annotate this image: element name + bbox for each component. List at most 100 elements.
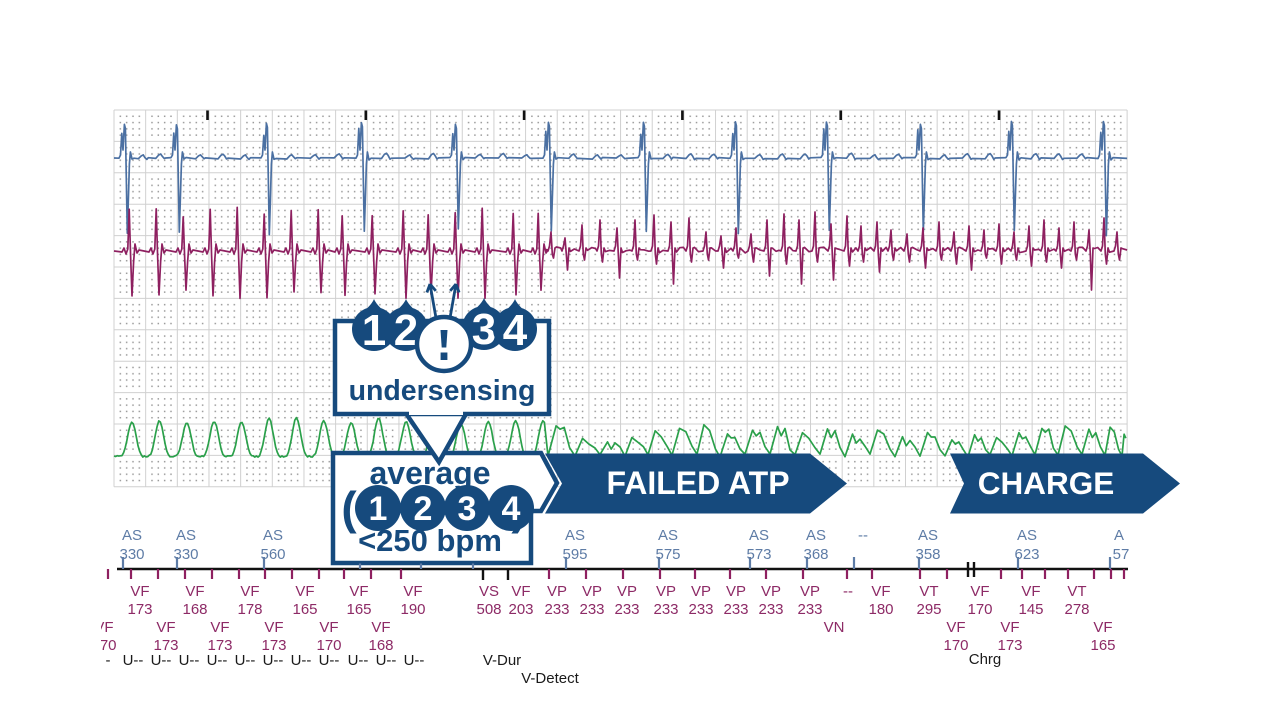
svg-text:173: 173 [153, 637, 178, 654]
svg-text:1: 1 [362, 306, 386, 355]
svg-text:U--: U-- [348, 652, 369, 669]
svg-text:170: 170 [967, 601, 992, 618]
svg-text:AS: AS [122, 527, 142, 544]
svg-text:VF: VF [946, 619, 965, 636]
svg-text:VF: VF [1093, 619, 1112, 636]
svg-text:VF: VF [264, 619, 283, 636]
svg-text:358: 358 [915, 546, 940, 563]
svg-text:3: 3 [458, 490, 477, 528]
svg-text:(: ( [341, 482, 357, 534]
svg-text:173: 173 [127, 601, 152, 618]
svg-text:560: 560 [260, 546, 285, 563]
svg-text:573: 573 [746, 546, 771, 563]
svg-text:295: 295 [916, 601, 941, 618]
svg-text:VF: VF [1021, 583, 1040, 600]
svg-text:173: 173 [261, 637, 286, 654]
svg-text:190: 190 [400, 601, 425, 618]
svg-text:V-Detect: V-Detect [521, 670, 579, 687]
svg-text:VS: VS [479, 583, 499, 600]
svg-text:4: 4 [503, 306, 528, 355]
svg-text:595: 595 [562, 546, 587, 563]
svg-text:180: 180 [868, 601, 893, 618]
svg-text:57: 57 [1113, 546, 1130, 563]
svg-text:-: - [106, 652, 111, 669]
svg-text:AS: AS [1017, 527, 1037, 544]
svg-text:Chrg: Chrg [969, 651, 1002, 668]
svg-text:VF: VF [240, 583, 259, 600]
svg-text:4: 4 [502, 490, 521, 528]
svg-text:undersensing: undersensing [349, 375, 536, 407]
svg-text:average: average [370, 455, 491, 491]
svg-text:233: 233 [688, 601, 713, 618]
svg-text:U--: U-- [151, 652, 172, 669]
svg-text:233: 233 [579, 601, 604, 618]
svg-text:2: 2 [414, 490, 433, 528]
svg-text:165: 165 [346, 601, 371, 618]
svg-text:VF: VF [371, 619, 390, 636]
svg-text:233: 233 [544, 601, 569, 618]
svg-text:U--: U-- [207, 652, 228, 669]
svg-text:U--: U-- [291, 652, 312, 669]
svg-text:233: 233 [723, 601, 748, 618]
svg-text:AS: AS [263, 527, 283, 544]
svg-text:VF: VF [511, 583, 530, 600]
svg-text:VT: VT [1067, 583, 1086, 600]
svg-text:VF: VF [156, 619, 175, 636]
svg-text:368: 368 [803, 546, 828, 563]
svg-text:U--: U-- [123, 652, 144, 669]
svg-text:VP: VP [547, 583, 567, 600]
svg-text:330: 330 [173, 546, 198, 563]
svg-text:AS: AS [658, 527, 678, 544]
svg-text:VP: VP [582, 583, 602, 600]
svg-text:203: 203 [508, 601, 533, 618]
svg-text:168: 168 [182, 601, 207, 618]
svg-text:233: 233 [758, 601, 783, 618]
svg-text:VF: VF [319, 619, 338, 636]
svg-text:233: 233 [797, 601, 822, 618]
svg-text:2: 2 [394, 306, 418, 355]
svg-text:278: 278 [1064, 601, 1089, 618]
svg-text:VP: VP [656, 583, 676, 600]
svg-text:178: 178 [237, 601, 262, 618]
svg-text:VP: VP [691, 583, 711, 600]
svg-text:VP: VP [726, 583, 746, 600]
svg-text:VF: VF [349, 583, 368, 600]
svg-text:170: 170 [943, 637, 968, 654]
svg-text:173: 173 [997, 637, 1022, 654]
svg-text:--: -- [843, 583, 853, 600]
svg-text:AS: AS [806, 527, 826, 544]
svg-text:VT: VT [919, 583, 938, 600]
svg-text:AS: AS [749, 527, 769, 544]
svg-text:U--: U-- [263, 652, 284, 669]
svg-text:VN: VN [824, 619, 845, 636]
svg-text:--: -- [858, 527, 868, 544]
svg-text:VF: VF [970, 583, 989, 600]
svg-text:VF: VF [130, 583, 149, 600]
svg-text:VP: VP [617, 583, 637, 600]
svg-text:U--: U-- [235, 652, 256, 669]
svg-text:AS: AS [918, 527, 938, 544]
svg-text:VF: VF [210, 619, 229, 636]
svg-text:VF: VF [871, 583, 890, 600]
svg-text:VF: VF [1000, 619, 1019, 636]
svg-text:U--: U-- [404, 652, 425, 669]
svg-text:CHARGE: CHARGE [978, 465, 1115, 501]
svg-text:330: 330 [119, 546, 144, 563]
svg-text:173: 173 [207, 637, 232, 654]
svg-text:U--: U-- [376, 652, 397, 669]
svg-text:AS: AS [176, 527, 196, 544]
svg-text:U--: U-- [179, 652, 200, 669]
svg-text:165: 165 [292, 601, 317, 618]
svg-text:233: 233 [614, 601, 639, 618]
svg-text:1: 1 [369, 490, 388, 528]
svg-text:170: 170 [91, 637, 116, 654]
svg-text:3: 3 [472, 305, 496, 354]
svg-text:VF: VF [94, 619, 113, 636]
svg-text:145: 145 [1018, 601, 1043, 618]
svg-text:V-Dur: V-Dur [483, 652, 521, 669]
svg-text:168: 168 [368, 637, 393, 654]
svg-text:508: 508 [476, 601, 501, 618]
svg-text:AS: AS [565, 527, 585, 544]
svg-text:575: 575 [655, 546, 680, 563]
svg-text:VP: VP [761, 583, 781, 600]
